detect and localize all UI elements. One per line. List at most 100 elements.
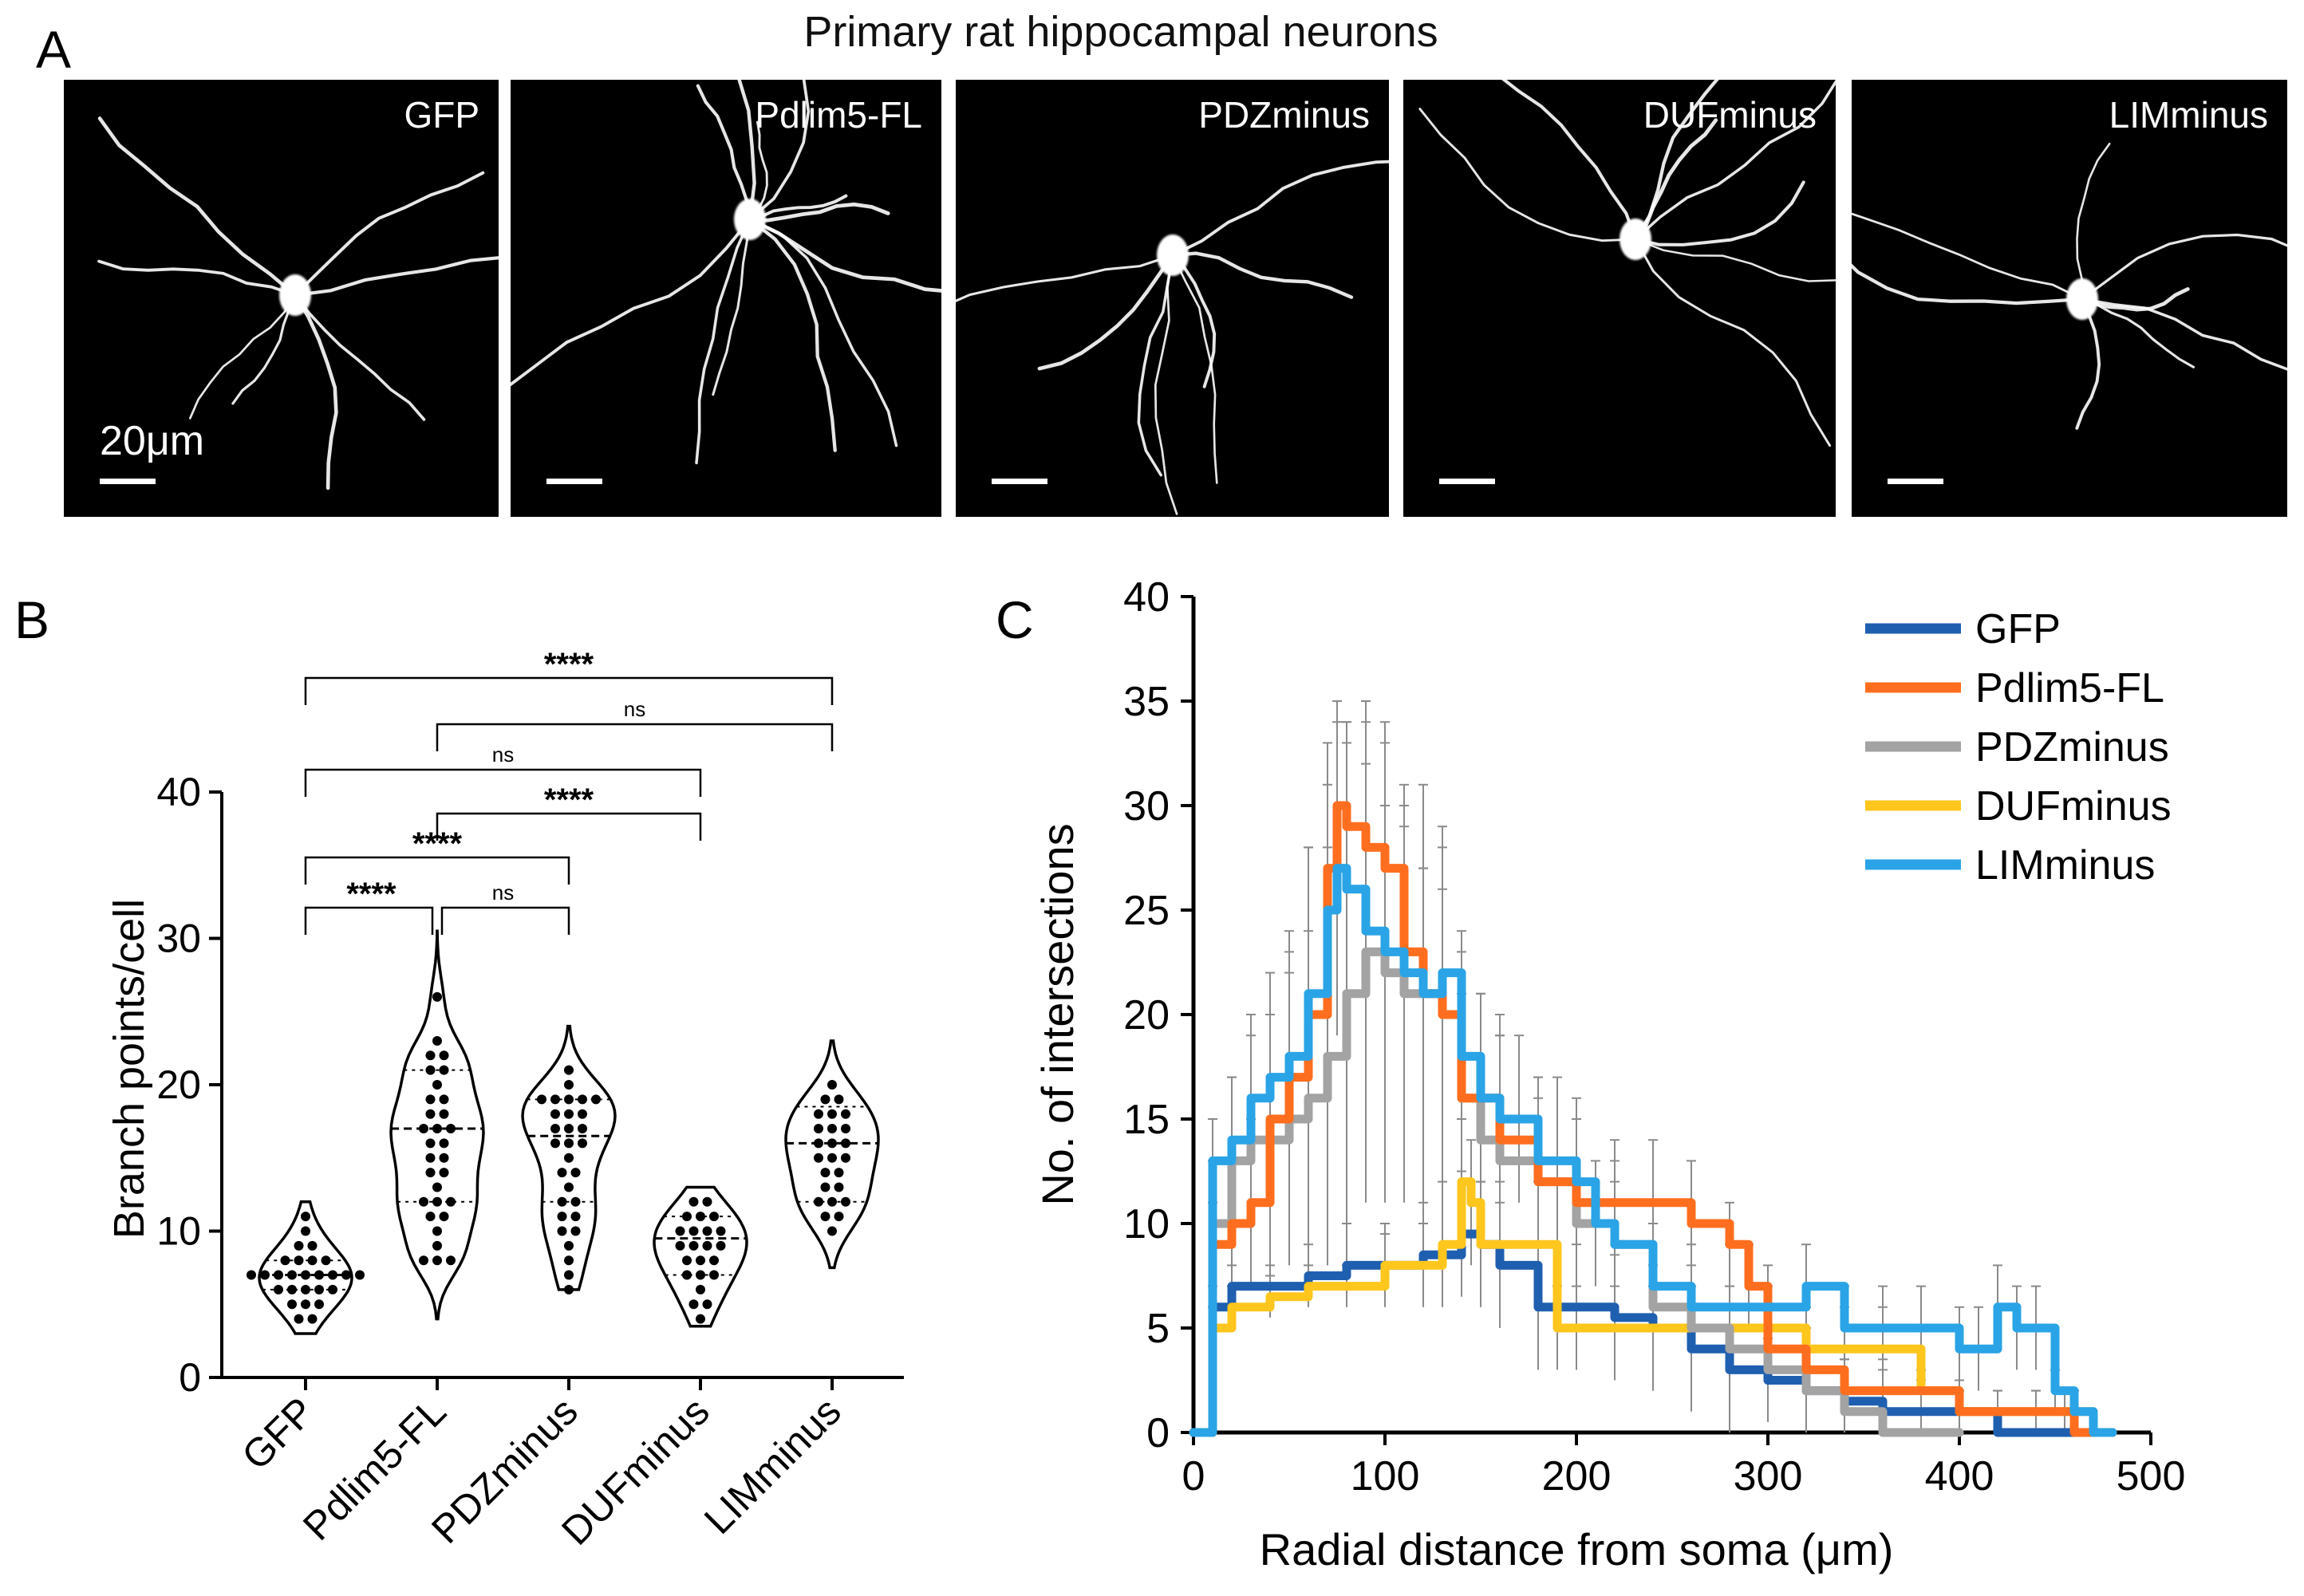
dendrite <box>294 294 426 421</box>
data-point <box>419 1255 428 1266</box>
scale-bar <box>546 479 602 484</box>
data-point <box>841 1138 850 1149</box>
dendrite <box>1418 108 1637 242</box>
y-tick-label: 5 <box>1146 1306 1170 1352</box>
x-tick-label: LIMminus <box>696 1389 850 1543</box>
data-point <box>439 1212 449 1222</box>
scale-bar <box>100 479 156 484</box>
x-tick-label: 300 <box>1734 1453 1803 1499</box>
micrograph-background <box>1403 80 1836 517</box>
violin-gfp <box>258 1200 353 1335</box>
data-point <box>432 1124 442 1134</box>
legend-label: PDZminus <box>1975 724 2169 770</box>
data-point <box>564 1255 574 1266</box>
soma <box>1157 234 1189 276</box>
dendrite <box>293 256 499 298</box>
dendrite <box>712 218 752 396</box>
data-point <box>709 1270 719 1280</box>
significance-bracket: **** <box>304 826 570 885</box>
dendrite <box>1634 238 1836 282</box>
significance-bracket: **** <box>304 877 434 935</box>
data-point <box>425 1050 436 1061</box>
dendrite <box>1137 254 1174 477</box>
micrograph-panel-5: LIMminus <box>1852 80 2287 517</box>
data-point <box>432 1240 442 1251</box>
violin-pdzminus <box>521 1024 617 1291</box>
data-point <box>709 1212 719 1222</box>
data-point <box>702 1196 712 1207</box>
data-point <box>702 1240 712 1251</box>
data-point <box>564 1080 574 1090</box>
data-point <box>675 1226 685 1236</box>
dendrite <box>748 202 890 223</box>
data-point <box>841 1109 850 1119</box>
dendrite <box>748 217 837 452</box>
neuron-dendrites <box>97 116 499 491</box>
data-point <box>570 1226 581 1236</box>
data-point <box>294 1240 304 1251</box>
data-point <box>446 1124 456 1134</box>
data-point <box>841 1153 850 1163</box>
data-point <box>274 1284 283 1295</box>
data-point <box>432 1035 442 1046</box>
y-tick-label: 40 <box>1123 574 1170 621</box>
data-point <box>314 1284 324 1295</box>
data-point <box>301 1212 310 1222</box>
dendrite <box>294 171 485 297</box>
data-point <box>328 1284 337 1295</box>
data-point <box>425 1153 436 1163</box>
significance-label: ns <box>492 881 514 904</box>
data-point <box>827 1109 837 1119</box>
data-point <box>696 1212 705 1222</box>
data-point <box>820 1212 830 1222</box>
violin-limminus <box>784 1039 880 1270</box>
data-point <box>557 1212 567 1222</box>
bracket-line <box>304 768 702 797</box>
data-point <box>287 1270 297 1280</box>
data-point <box>419 1124 428 1134</box>
data-point <box>550 1124 560 1134</box>
data-point <box>564 1182 574 1192</box>
dendrite <box>695 218 752 465</box>
dendrite <box>2080 287 2190 312</box>
micrograph-label: Pdlim5-FL <box>755 94 922 136</box>
y-tick-label: 10 <box>1123 1201 1170 1247</box>
data-point <box>432 991 442 1002</box>
data-point <box>841 1196 850 1207</box>
data-point <box>814 1109 823 1119</box>
dendrite <box>2081 233 2287 301</box>
data-point <box>827 1196 837 1207</box>
data-point <box>425 1212 436 1222</box>
data-point <box>688 1226 699 1236</box>
data-point <box>425 1168 436 1178</box>
neuron-dendrites <box>511 80 941 465</box>
soma <box>734 199 766 240</box>
violin-dufminus <box>653 1185 748 1328</box>
significance-label: **** <box>412 826 463 861</box>
data-point <box>439 1065 449 1075</box>
data-point <box>307 1240 318 1251</box>
data-point <box>446 1196 456 1207</box>
dendrite <box>1037 253 1175 371</box>
dendrite <box>293 293 338 491</box>
x-tick-label: 400 <box>1925 1453 1994 1499</box>
dendrite <box>2081 298 2196 368</box>
data-point <box>564 1109 574 1119</box>
data-point <box>425 1065 436 1075</box>
bracket-line <box>304 856 570 885</box>
data-point <box>439 1109 449 1119</box>
y-tick-label: 20 <box>156 1062 201 1107</box>
data-point <box>537 1094 546 1105</box>
data-point <box>682 1255 692 1266</box>
panel-c-label: C <box>996 590 1034 649</box>
significance-bracket: **** <box>304 647 834 705</box>
data-point <box>820 1168 830 1178</box>
legend-label: LIMminus <box>1975 842 2155 889</box>
data-point <box>439 1153 449 1163</box>
micrograph-background <box>511 80 941 517</box>
data-point <box>834 1094 844 1105</box>
data-point <box>432 1226 442 1236</box>
soma <box>1620 219 1651 260</box>
